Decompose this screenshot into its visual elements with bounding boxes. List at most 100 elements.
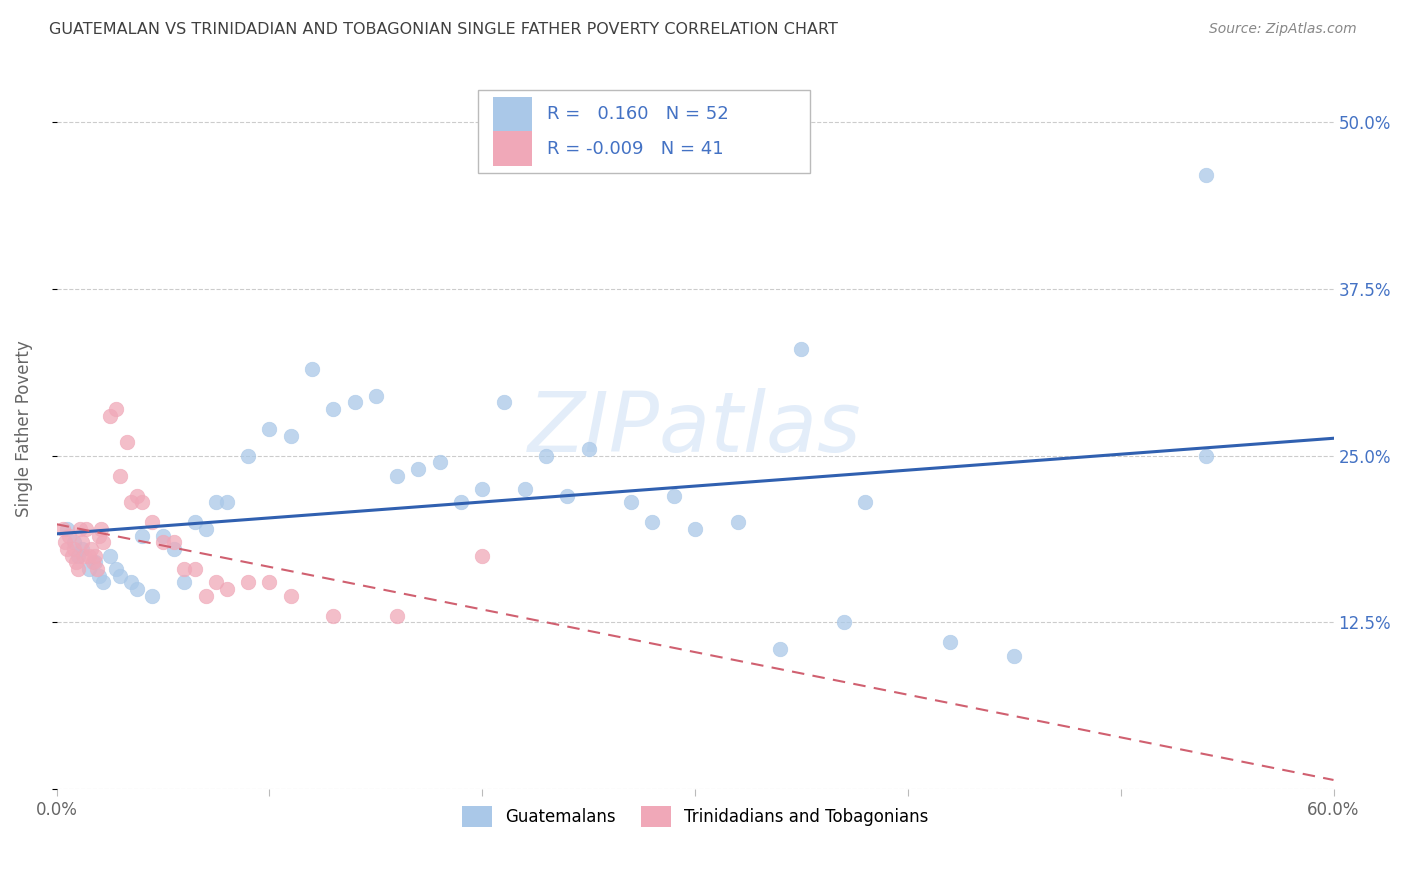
Point [53, 535, 76, 549]
Point [832, 615, 855, 630]
Point [259, 575, 281, 590]
Point [578, 442, 600, 456]
Point [90, 522, 112, 536]
Point [66, 562, 89, 576]
Point [89, 568, 111, 582]
Point [939, 635, 962, 649]
Point [163, 535, 186, 549]
Point [62, 535, 84, 549]
Point [141, 516, 163, 530]
Text: R =   0.160   N = 52: R = 0.160 N = 52 [547, 105, 728, 123]
Point [280, 428, 302, 442]
Point [790, 342, 813, 356]
Point [322, 401, 344, 416]
Point [105, 562, 128, 576]
Y-axis label: Single Father Poverty: Single Father Poverty [15, 341, 32, 517]
Point [620, 495, 643, 509]
Point [205, 495, 228, 509]
Point [364, 388, 387, 402]
FancyBboxPatch shape [478, 90, 810, 173]
Point [1002, 648, 1025, 663]
Point [86, 562, 108, 576]
Point [75, 522, 97, 536]
Point [215, 582, 238, 596]
Point [662, 489, 685, 503]
Point [115, 435, 138, 450]
Point [70, 535, 93, 549]
Point [110, 568, 132, 582]
Point [82, 555, 104, 569]
Point [205, 575, 228, 590]
Point [131, 528, 153, 542]
Point [65, 555, 87, 569]
Point [105, 401, 128, 416]
Point [84, 555, 107, 569]
Point [120, 495, 142, 509]
Point [127, 582, 149, 596]
FancyBboxPatch shape [494, 131, 531, 166]
FancyBboxPatch shape [494, 96, 531, 131]
Point [1195, 449, 1218, 463]
Point [60, 549, 83, 563]
Point [141, 589, 163, 603]
Point [236, 575, 259, 590]
Point [127, 489, 149, 503]
Point [77, 549, 100, 563]
Point [683, 522, 706, 536]
Legend: Guatemalans, Trinidadians and Tobagonians: Guatemalans, Trinidadians and Tobagonian… [453, 798, 936, 835]
Point [84, 549, 107, 563]
Point [301, 361, 323, 376]
Point [98, 409, 121, 423]
Point [184, 516, 207, 530]
Point [73, 549, 96, 563]
Point [56, 541, 79, 556]
Point [93, 535, 115, 549]
Point [93, 575, 115, 590]
Point [152, 528, 174, 542]
Point [429, 455, 451, 469]
Point [173, 575, 195, 590]
Text: R = -0.009   N = 41: R = -0.009 N = 41 [547, 139, 724, 158]
Point [215, 495, 238, 509]
Point [259, 422, 281, 436]
Point [131, 495, 153, 509]
Point [513, 482, 536, 496]
Point [56, 522, 79, 536]
Point [322, 608, 344, 623]
Point [184, 562, 207, 576]
Point [408, 462, 430, 476]
Point [1195, 169, 1218, 183]
Point [194, 589, 217, 603]
Point [280, 589, 302, 603]
Point [58, 528, 80, 542]
Point [89, 528, 111, 542]
Text: ZIPatlas: ZIPatlas [529, 388, 862, 469]
Point [385, 468, 408, 483]
Point [641, 516, 664, 530]
Point [727, 516, 749, 530]
Point [557, 489, 579, 503]
Text: Source: ZipAtlas.com: Source: ZipAtlas.com [1209, 22, 1357, 37]
Point [769, 642, 792, 657]
Point [110, 468, 132, 483]
Point [385, 608, 408, 623]
Point [194, 522, 217, 536]
Point [69, 522, 91, 536]
Point [343, 395, 366, 409]
Point [98, 549, 121, 563]
Point [62, 541, 84, 556]
Point [471, 482, 494, 496]
Point [52, 522, 75, 536]
Point [79, 541, 101, 556]
Point [163, 541, 186, 556]
Point [77, 562, 100, 576]
Point [236, 449, 259, 463]
Point [70, 541, 93, 556]
Point [471, 549, 494, 563]
Point [492, 395, 515, 409]
Point [120, 575, 142, 590]
Point [450, 495, 472, 509]
Point [534, 449, 557, 463]
Point [66, 549, 89, 563]
Point [152, 535, 174, 549]
